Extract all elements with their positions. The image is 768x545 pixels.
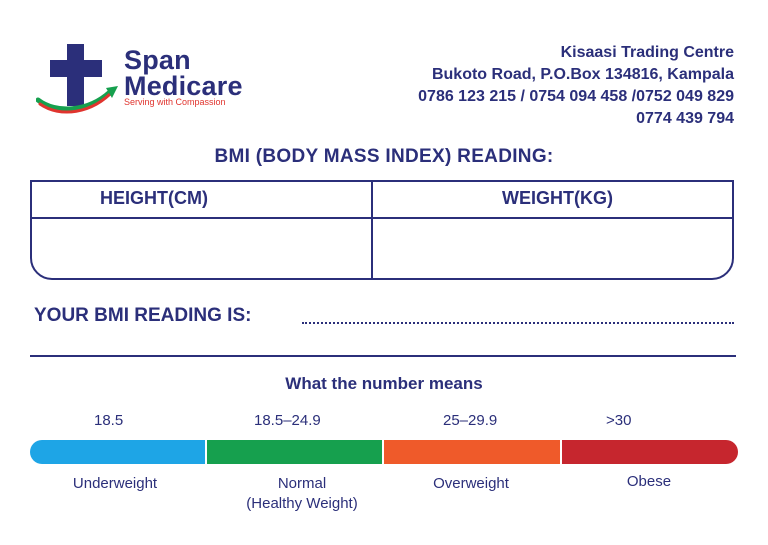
scale-segment-obese	[562, 440, 738, 464]
range-label-underweight: 18.5	[94, 412, 124, 429]
section-divider	[30, 355, 736, 357]
category-overweight: Overweight	[396, 474, 546, 494]
category-normal-line1: Normal	[277, 475, 327, 492]
height-header: HEIGHT(CM)	[100, 188, 208, 208]
range-label-obese: >30	[606, 412, 632, 429]
scale-segment-overweight	[384, 440, 560, 464]
category-normal-line2: (Healthy Weight)	[246, 495, 358, 512]
category-underweight: Underweight	[40, 474, 190, 494]
address-line1: Kisaasi Trading Centre	[560, 44, 734, 61]
bmi-reading-field[interactable]	[302, 322, 734, 324]
category-overweight-line1: Overweight	[433, 475, 509, 492]
weight-value-cell[interactable]	[373, 220, 732, 276]
phone-numbers: 0786 123 215 / 0754 094 458 /0752 049 82…	[418, 88, 734, 105]
phone-numbers-extra: 0774 439 794	[636, 110, 734, 127]
category-underweight-line1: Underweight	[72, 475, 158, 492]
address-line2: Bukoto Road, P.O.Box 134816, Kampala	[431, 66, 734, 83]
category-normal: Normal (Healthy Weight)	[222, 474, 382, 514]
category-obese: Obese	[574, 472, 724, 492]
scale-title: What the number means	[285, 374, 483, 393]
bmi-scale-bar	[30, 440, 738, 464]
range-label-normal: 18.5–24.9	[254, 412, 321, 429]
brand-logo: Span Medicare Serving with Compassion	[36, 40, 256, 120]
brand-name-line1: Span	[124, 45, 191, 75]
range-label-overweight: 25–29.9	[443, 412, 498, 429]
address-block: Kisaasi Trading Centre Bukoto Road, P.O.…	[418, 42, 734, 130]
weight-header: WEIGHT(KG)	[502, 188, 613, 208]
bmi-reading-label: YOUR BMI READING IS:	[34, 305, 252, 326]
brand-tagline: Serving with Compassion	[124, 97, 226, 107]
brand-name-line2: Medicare	[124, 71, 243, 101]
form-title: BMI (BODY MASS INDEX) READING:	[214, 146, 554, 167]
measurement-table: HEIGHT(CM) WEIGHT(KG)	[30, 180, 734, 280]
medical-cross-icon	[36, 44, 118, 114]
scale-segment-normal	[207, 440, 382, 464]
scale-segment-underweight	[30, 440, 205, 464]
table-row-divider	[32, 217, 732, 219]
category-obese-line1: Obese	[626, 473, 672, 490]
table-column-divider	[371, 182, 373, 278]
height-value-cell[interactable]	[32, 220, 370, 276]
